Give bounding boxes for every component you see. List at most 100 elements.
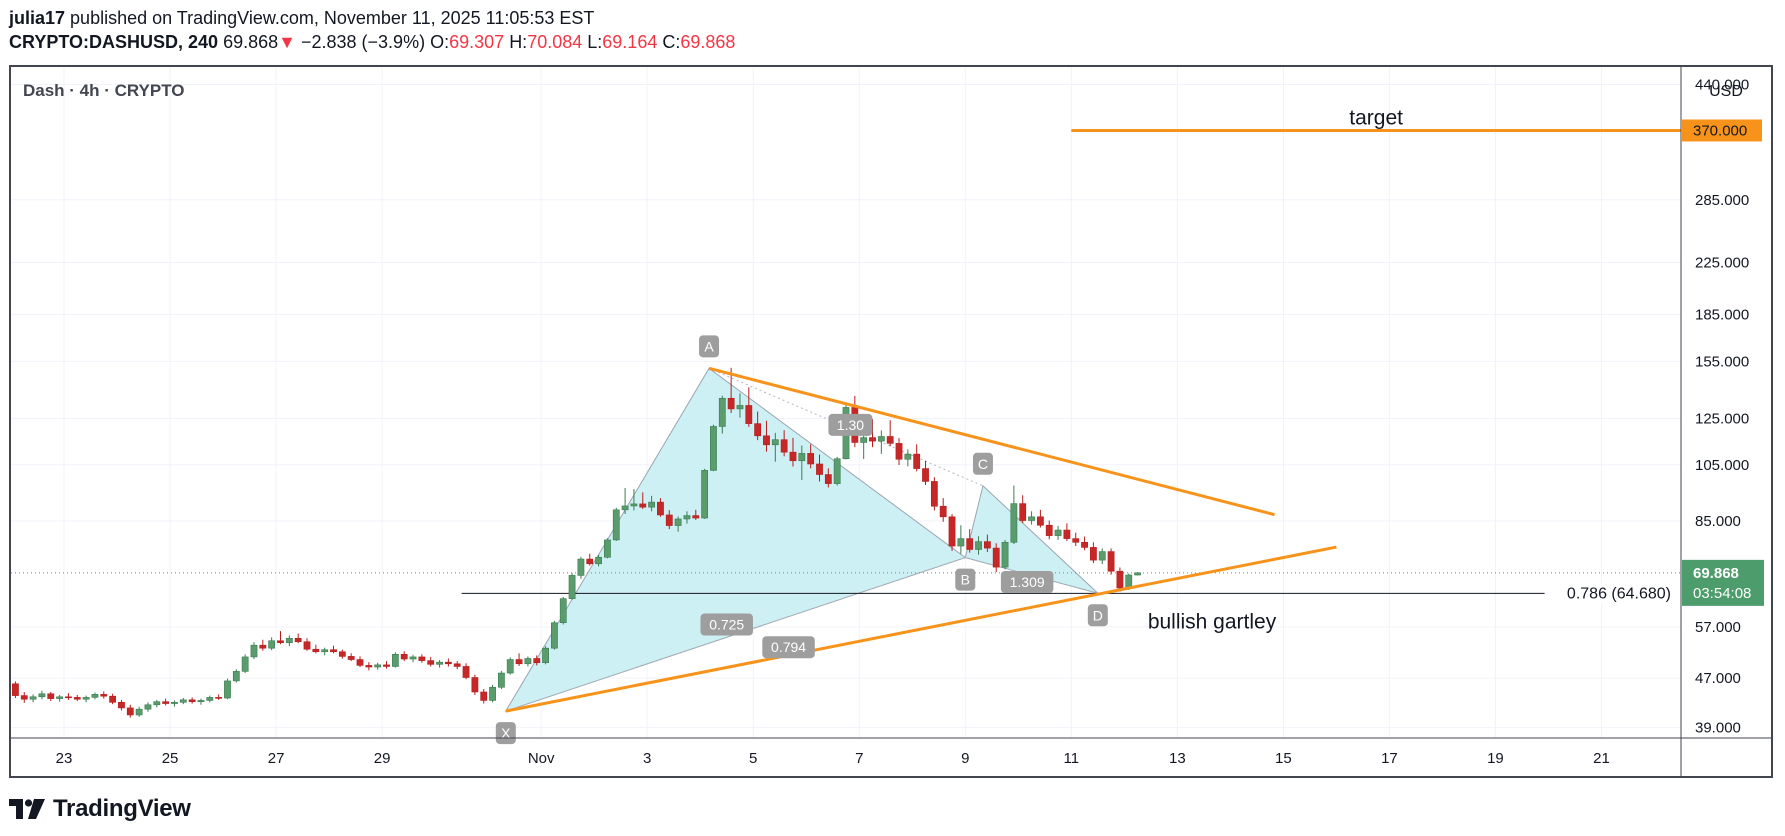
y-tick-label: 105.000 — [1695, 457, 1749, 474]
candle-body — [798, 453, 806, 462]
candle-body — [38, 693, 46, 698]
candle-body — [1072, 538, 1080, 543]
x-tick-label: 15 — [1275, 750, 1292, 767]
candle-body — [657, 501, 664, 516]
candle-body — [91, 694, 99, 698]
price-change: −2.838 (−3.9%) — [300, 32, 426, 52]
x-tick-label: 13 — [1169, 750, 1186, 767]
trendline — [708, 366, 1275, 517]
author-name[interactable]: julia17 — [9, 8, 66, 28]
candle-body — [303, 641, 311, 650]
candle-body — [701, 470, 709, 519]
candle-body — [568, 575, 576, 599]
candle-body — [250, 644, 258, 658]
candle-body — [586, 558, 594, 565]
candle-body — [1036, 516, 1044, 526]
candle-body — [506, 659, 514, 674]
ratio-label: 1.30 — [837, 417, 864, 433]
last-price-countdown: 03:54:08 — [1693, 585, 1751, 602]
x-tick-label: 5 — [749, 750, 757, 767]
candle-body — [1090, 547, 1097, 561]
candle-body — [524, 658, 532, 665]
symbol-name[interactable]: CRYPTO:DASHUSD, 240 — [9, 32, 219, 52]
open-label: O: — [430, 32, 450, 52]
candle-body — [807, 453, 815, 465]
candle-body — [975, 541, 982, 550]
candle-body — [780, 439, 788, 453]
open-value: 69.307 — [449, 32, 505, 52]
candle-body — [179, 699, 187, 703]
candle-body — [966, 538, 974, 550]
target-label: target — [1349, 106, 1403, 129]
y-tick-label: 47.000 — [1695, 670, 1741, 687]
change-arrow-icon: ▼ — [278, 32, 296, 52]
target-price-badge-label: 370.000 — [1693, 122, 1747, 139]
candle-body — [886, 436, 894, 444]
candle-body — [338, 651, 346, 657]
candle-body — [674, 518, 682, 526]
x-tick-label: 19 — [1487, 750, 1504, 767]
candle-body — [824, 474, 832, 484]
candle-body — [453, 663, 461, 667]
candle-body — [409, 656, 417, 660]
y-tick-label: 85.000 — [1695, 513, 1741, 530]
pattern-name-label: bullish gartley — [1148, 610, 1277, 633]
candle-body — [515, 659, 523, 665]
candle-body — [869, 437, 876, 442]
pattern-point-label: A — [704, 338, 714, 354]
candle-body — [983, 541, 991, 549]
last-price: 69.868 — [223, 32, 279, 52]
ratio-badge — [762, 636, 815, 659]
pattern-point-badge — [972, 452, 993, 475]
candle-body — [957, 538, 965, 547]
tradingview-logo[interactable]: TradingView — [9, 795, 191, 823]
x-tick-label: 7 — [855, 750, 863, 767]
candle-body — [771, 439, 779, 446]
candle-body — [1116, 570, 1124, 589]
publish-line: julia17 published on TradingView.com, No… — [9, 6, 1769, 30]
candle-body — [471, 677, 479, 693]
candle-body — [913, 453, 921, 469]
candle-body — [462, 666, 470, 678]
ratio-badge — [1000, 571, 1054, 594]
publication-header: julia17 published on TradingView.com, No… — [9, 6, 1769, 54]
candle-body — [833, 458, 841, 484]
low-value: 69.164 — [602, 32, 658, 52]
pattern-point-label: X — [501, 725, 511, 741]
chart-title: Dash · 4h · CRYPTO — [23, 81, 185, 100]
y-tick-label: 39.000 — [1695, 720, 1741, 737]
candle-body — [895, 443, 903, 460]
y-tick-label: 57.000 — [1695, 619, 1741, 636]
ratio-label: 0.794 — [771, 639, 806, 655]
chart-frame — [9, 65, 1773, 778]
candle-body — [1134, 572, 1141, 576]
currency-label[interactable]: USD — [1709, 83, 1743, 100]
candle-body — [427, 660, 435, 665]
y-tick-label: 185.000 — [1695, 306, 1749, 323]
candle-body — [356, 659, 364, 666]
price-levels: 0.786 (64.680) — [11, 572, 1681, 604]
y-tick-label: 125.000 — [1695, 410, 1749, 427]
candle-body — [1010, 503, 1018, 543]
ratio-label: 1.309 — [1010, 574, 1045, 590]
candlestick-chart[interactable]: 0.786 (64.680) target bullish gartley X A B C… — [11, 67, 1771, 776]
candle-body — [1098, 551, 1106, 561]
candle-body — [418, 656, 426, 661]
candle-body — [268, 640, 276, 649]
candle-body — [577, 558, 585, 576]
candle-body — [82, 697, 90, 700]
candle-body — [400, 654, 408, 660]
candle-body — [294, 637, 302, 643]
candle-body — [312, 648, 320, 653]
candle-body — [763, 435, 770, 446]
y-tick-label: 225.000 — [1695, 254, 1749, 271]
candle-body — [1045, 524, 1053, 536]
candle-body — [118, 701, 125, 709]
price-badges: 370.000 69.868 03:54:08 — [1682, 119, 1764, 606]
last-price-badge — [1682, 559, 1764, 606]
x-tick-label: 27 — [268, 750, 285, 767]
candle-body — [648, 501, 656, 508]
candle-body — [612, 509, 620, 541]
candle-body — [232, 671, 240, 682]
candle-body — [551, 622, 558, 649]
